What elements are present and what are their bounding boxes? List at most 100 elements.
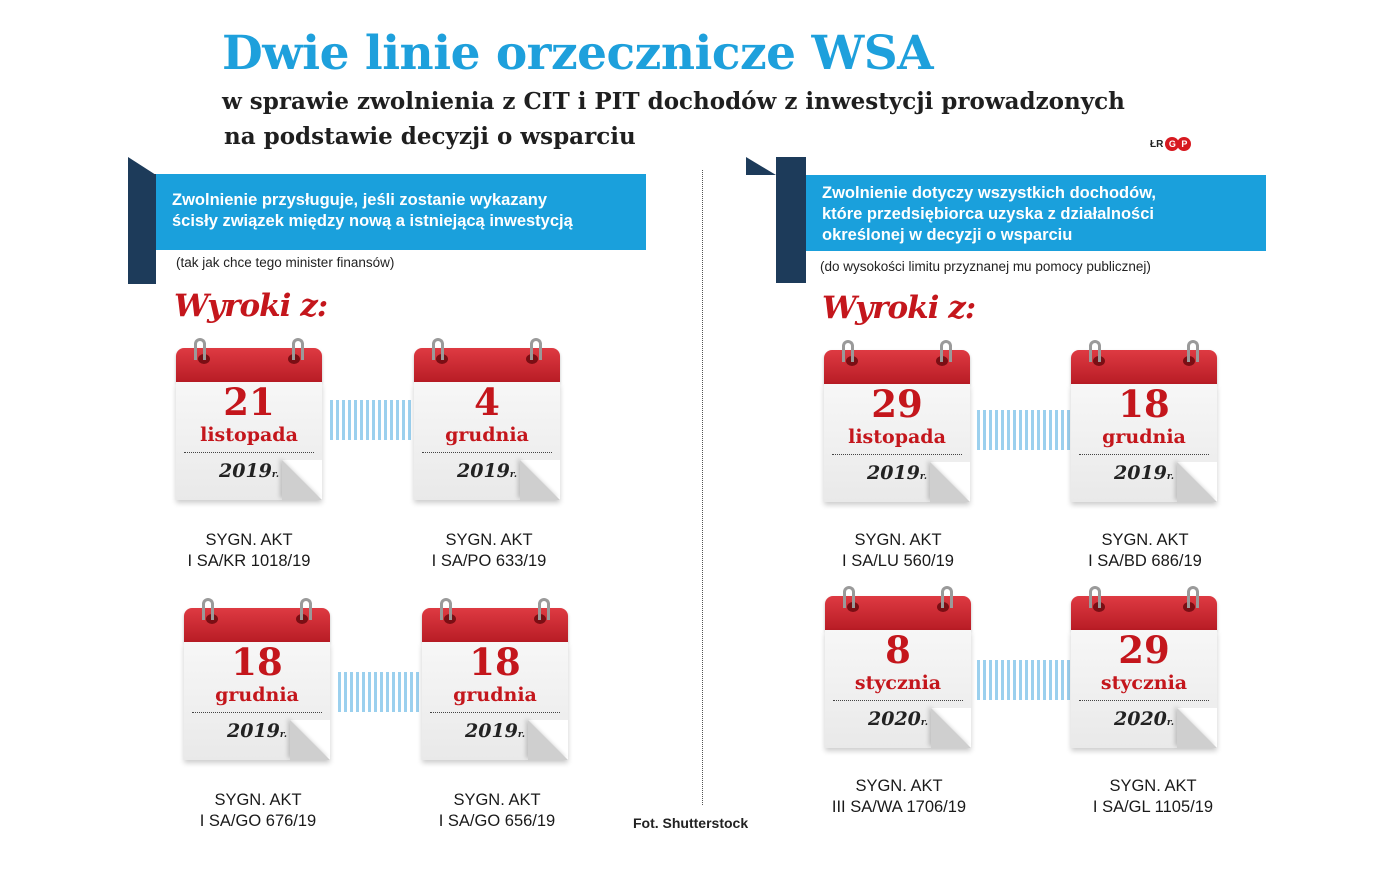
- calendar-icon: 18 grudnia 2019r.: [176, 598, 338, 768]
- calendar-dotted-line: [1079, 454, 1209, 455]
- ruling-year: 2019r.: [867, 462, 927, 484]
- calendar-ring-icon: [202, 598, 214, 620]
- right-tab-notch: [746, 157, 776, 175]
- calendar-dotted-line: [422, 452, 552, 453]
- case-signature: SYGN. AKT I SA/PO 633/19: [389, 530, 589, 572]
- case-signature: SYGN. AKT I SA/GO 676/19: [158, 790, 358, 832]
- ruling-day: 4: [474, 380, 500, 424]
- case-signature-number: I SA/PO 633/19: [431, 552, 547, 570]
- column-divider: [702, 170, 703, 805]
- calendar-ring-icon: [843, 586, 855, 608]
- calendar-connector: [338, 672, 422, 712]
- right-note: (do wysokości limitu przyznanej mu pomoc…: [820, 259, 1151, 274]
- right-criterion-line: które przedsiębiorca uzyska z działalnoś…: [822, 205, 1154, 223]
- calendar-ring-icon: [300, 598, 312, 620]
- calendar-dotted-line: [1079, 700, 1209, 701]
- calendar-ring-icon: [292, 338, 304, 360]
- ruling-year: 2020r.: [868, 708, 928, 730]
- case-signature-number: I SA/GO 656/19: [438, 812, 556, 830]
- calendar-ring-icon: [1187, 340, 1199, 362]
- ruling-month: grudnia: [215, 684, 299, 706]
- ruling-year: 2019r.: [219, 460, 279, 482]
- calendar-ring-icon: [941, 586, 953, 608]
- page-curl-icon: [1177, 462, 1217, 502]
- photo-credit: Fot. Shutterstock: [633, 815, 749, 831]
- calendar-connector: [977, 660, 1071, 700]
- right-criterion-box: Zwolnienie dotyczy wszystkich dochodów, …: [806, 175, 1266, 251]
- calendar-ring-icon: [530, 338, 542, 360]
- calendar-dotted-line: [833, 700, 963, 701]
- calendar-ring-icon: [1187, 586, 1199, 608]
- right-box-tab: [776, 157, 806, 283]
- calendar-dotted-line: [192, 712, 322, 713]
- page-curl-icon: [282, 460, 322, 500]
- calendar-ring-icon: [940, 340, 952, 362]
- case-signature-number: I SA/BD 686/19: [1088, 552, 1202, 570]
- case-signature: SYGN. AKT I SA/GO 656/19: [397, 790, 597, 832]
- calendar-ring-icon: [440, 598, 452, 620]
- calendar-dotted-line: [184, 452, 314, 453]
- subtitle-line-2: na podstawie decyzji o wsparciu: [224, 123, 636, 150]
- right-criterion-line: określonej w decyzji o wsparciu: [822, 226, 1073, 244]
- ruling-month: grudnia: [1102, 426, 1186, 448]
- case-signature: SYGN. AKT I SA/LU 560/19: [798, 530, 998, 572]
- ruling-day: 18: [231, 640, 283, 684]
- calendar-ring-icon: [432, 338, 444, 360]
- page-curl-icon: [290, 720, 330, 760]
- ruling-day: 21: [223, 380, 275, 424]
- calendar-connector: [977, 410, 1071, 450]
- page-curl-icon: [930, 462, 970, 502]
- ruling-month: grudnia: [453, 684, 537, 706]
- ruling-year: 2019r.: [1114, 462, 1174, 484]
- ruling-day: 29: [1118, 628, 1170, 672]
- calendar-ring-icon: [538, 598, 550, 620]
- ruling-year: 2019r.: [465, 720, 525, 742]
- calendar-icon: 21 listopada 2019r.: [168, 338, 330, 508]
- calendar-ring-icon: [194, 338, 206, 360]
- left-tab-notch: [128, 157, 156, 175]
- page-curl-icon: [528, 720, 568, 760]
- calendar-ring-icon: [1089, 340, 1101, 362]
- case-signature-label: SYGN. AKT: [854, 531, 942, 549]
- calendar-icon: 29 stycznia 2020r.: [1063, 586, 1225, 756]
- left-note: (tak jak chce tego minister finansów): [176, 255, 395, 270]
- calendar-connector: [330, 400, 414, 440]
- left-criterion-box: Zwolnienie przysługuje, jeśli zostanie w…: [156, 174, 646, 250]
- case-signature-number: I SA/KR 1018/19: [187, 552, 311, 570]
- calendar-icon: 29 listopada 2019r.: [816, 340, 978, 510]
- ruling-day: 18: [1118, 382, 1170, 426]
- ruling-day: 8: [885, 628, 911, 672]
- calendar-icon: 4 grudnia 2019r.: [406, 338, 568, 508]
- left-criterion-line: Zwolnienie przysługuje, jeśli zostanie w…: [172, 191, 548, 209]
- ruling-year: 2019r.: [457, 460, 517, 482]
- calendar-dotted-line: [430, 712, 560, 713]
- ruling-year: 2019r.: [227, 720, 287, 742]
- case-signature: SYGN. AKT I SA/KR 1018/19: [149, 530, 349, 572]
- case-signature: SYGN. AKT III SA/WA 1706/19: [799, 776, 999, 818]
- case-signature-number: I SA/GL 1105/19: [1092, 798, 1214, 816]
- right-wyroki-heading: Wyroki z:: [822, 290, 976, 326]
- ruling-month: listopada: [848, 426, 946, 448]
- ruling-month: stycznia: [1100, 672, 1188, 694]
- ruling-month: grudnia: [445, 424, 529, 446]
- ruling-month: listopada: [200, 424, 298, 446]
- calendar-icon: 8 stycznia 2020r.: [817, 586, 979, 756]
- left-criterion-line: ścisły związek między nową a istniejącą …: [172, 212, 573, 230]
- left-wyroki-heading: Wyroki z:: [174, 288, 328, 324]
- case-signature: SYGN. AKT I SA/GL 1105/19: [1053, 776, 1253, 818]
- case-signature-label: SYGN. AKT: [214, 791, 302, 809]
- ruling-month: stycznia: [854, 672, 942, 694]
- case-signature-label: SYGN. AKT: [445, 531, 533, 549]
- calendar-icon: 18 grudnia 2019r.: [1063, 340, 1225, 510]
- case-signature-label: SYGN. AKT: [1109, 777, 1197, 795]
- page-curl-icon: [520, 460, 560, 500]
- case-signature-label: SYGN. AKT: [1101, 531, 1189, 549]
- subtitle-line-1: w sprawie zwolnienia z CIT i PIT dochodó…: [222, 88, 1125, 115]
- left-box-tab: [128, 174, 156, 284]
- case-signature-number: I SA/GO 676/19: [199, 812, 317, 830]
- case-signature-number: III SA/WA 1706/19: [831, 798, 967, 816]
- page-curl-icon: [1177, 708, 1217, 748]
- right-criterion-line: Zwolnienie dotyczy wszystkich dochodów,: [822, 184, 1157, 202]
